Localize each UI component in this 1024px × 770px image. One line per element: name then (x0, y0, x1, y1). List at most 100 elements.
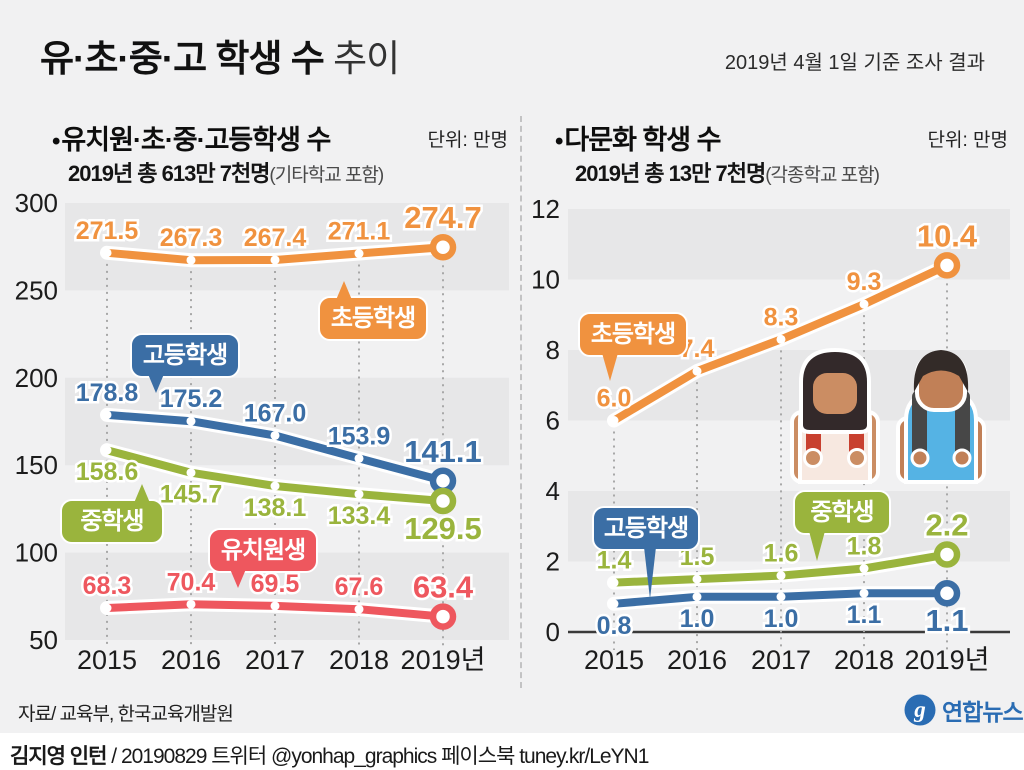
x-tick-label: 2016 (161, 645, 221, 675)
value-label: 8.3 (764, 303, 799, 331)
series-label-text: 중학생 (80, 508, 144, 535)
series-label-highschool: 고등학생 (130, 333, 240, 393)
y-tick-label: 100 (15, 538, 58, 568)
point-marker (102, 248, 112, 258)
page-title: 유·초·중·고 학생 수 추이 (40, 28, 400, 82)
y-tick-label: 12 (531, 194, 560, 224)
series-label-text: 고등학생 (603, 515, 689, 542)
end-point-marker (429, 467, 457, 495)
left-chart-title-text: 유치원·초·중·고등학생 수 (61, 125, 331, 155)
value-label: 6.0 (597, 385, 632, 413)
y-tick-label: 6 (546, 406, 560, 436)
point-marker (776, 334, 786, 344)
students-trend-chart: 300 250 200 150 100 50 2015 2016 2017 2018 2019년 2… (15, 190, 509, 675)
value-label: 167.0 (244, 400, 307, 428)
x-tick-label: 2017 (751, 645, 811, 675)
y-tick-label: 2 (546, 547, 560, 577)
point-marker (776, 571, 786, 581)
value-label: 2.2 (925, 508, 968, 543)
x-tick-label: 2015 (77, 645, 137, 675)
page-title-main: 유·초·중·고 학생 수 (40, 38, 325, 79)
point-marker (609, 599, 619, 609)
right-chart-subtitle-note: (각종학교 포함) (765, 165, 880, 186)
point-marker (776, 592, 786, 602)
end-point-marker (429, 233, 457, 261)
yonhap-logo-icon: g (904, 694, 936, 726)
y-tick-label: 200 (15, 363, 58, 393)
right-chart-unit-label: 단위: 만명 (927, 130, 1008, 151)
point-marker (609, 416, 619, 425)
value-label: 138.1 (244, 494, 307, 522)
data-source-note: 자료/ 교육부, 한국교육개발원 (18, 704, 234, 725)
bullet-icon: • (52, 128, 60, 155)
value-label: 9.3 (847, 268, 882, 296)
y-tick-label: 10 (531, 265, 560, 295)
schoolboy-illustration (896, 350, 986, 484)
value-label: 70.4 (167, 568, 216, 596)
series-label-text: 고등학생 (142, 342, 228, 369)
point-marker (102, 410, 112, 420)
schoolgirl-illustration (790, 347, 880, 484)
right-chart-subtitle: 2019년 총 13만 7천명(각종학교 포함) (575, 156, 880, 188)
series-label-highschool-multicultural: 고등학생 (592, 506, 700, 599)
value-label: 175.2 (160, 385, 223, 413)
series-label-text: 중학생 (810, 499, 874, 526)
bubble-tail (336, 281, 352, 300)
series-label-elementary: 초등학생 (318, 281, 428, 341)
point-marker (692, 366, 702, 376)
value-label: 0.8 (597, 612, 632, 640)
bubble-tail (602, 353, 618, 381)
point-marker (354, 249, 364, 259)
point-marker (859, 299, 869, 309)
y-tick-label: 300 (15, 190, 58, 218)
bubble-tail (134, 484, 150, 503)
bubble-tail (148, 374, 164, 393)
left-chart-subtitle-total: 2019년 총 613만 7천명 (68, 161, 270, 186)
point-marker (609, 578, 619, 588)
series-label-text: 초등학생 (590, 321, 676, 348)
point-marker (692, 574, 702, 584)
right-chart-title-text: 다문화 학생 수 (564, 125, 721, 155)
x-tick-label: 2018 (329, 645, 389, 675)
value-label: 141.1 (404, 434, 482, 469)
y-tick-label: 4 (546, 476, 560, 506)
credit-text: 김지영 인턴 / 20190829 트위터 @yonhap_graphics 페… (10, 740, 649, 770)
bubble-tail (644, 547, 656, 599)
series-label-kindergarten: 유치원생 (208, 528, 318, 588)
x-tick-label: 2019년 (401, 645, 486, 675)
value-label: 158.6 (76, 458, 139, 486)
value-label: 271.5 (76, 217, 139, 245)
y-tick-label: 8 (546, 335, 560, 365)
left-chart-subtitle-note: (기타학교 포함) (269, 165, 384, 186)
point-marker (102, 445, 112, 455)
value-label: 69.5 (251, 570, 300, 598)
x-tick-label: 2017 (245, 645, 305, 675)
series-label-elementary-multicultural: 초등학생 (578, 312, 688, 381)
point-marker (354, 489, 364, 499)
x-tick-label: 2016 (667, 645, 727, 675)
value-label: 178.8 (76, 379, 139, 407)
point-marker (270, 255, 280, 265)
value-label: 63.4 (413, 570, 474, 605)
end-point-marker (933, 252, 961, 279)
point-marker (692, 592, 702, 602)
y-tick-label: 250 (15, 275, 58, 305)
value-label: 145.7 (160, 481, 223, 509)
end-point-marker (933, 541, 961, 568)
value-label: 1.0 (764, 605, 799, 633)
value-label: 68.3 (83, 572, 132, 600)
point-marker (270, 430, 280, 440)
page-title-suffix: 추이 (323, 38, 400, 79)
x-tick-label: 2018 (834, 645, 894, 675)
point-marker (859, 564, 869, 574)
end-point-marker (933, 579, 961, 607)
point-marker (859, 588, 869, 598)
value-label: 1.1 (847, 601, 882, 629)
x-tick-label: 2015 (584, 645, 644, 675)
point-marker (186, 416, 196, 426)
point-marker (270, 601, 280, 611)
y-tick-label: 50 (29, 625, 58, 655)
right-chart-subtitle-total: 2019년 총 13만 7천명 (575, 161, 766, 186)
survey-date-note: 2019년 4월 1일 기준 조사 결과 (724, 52, 985, 74)
